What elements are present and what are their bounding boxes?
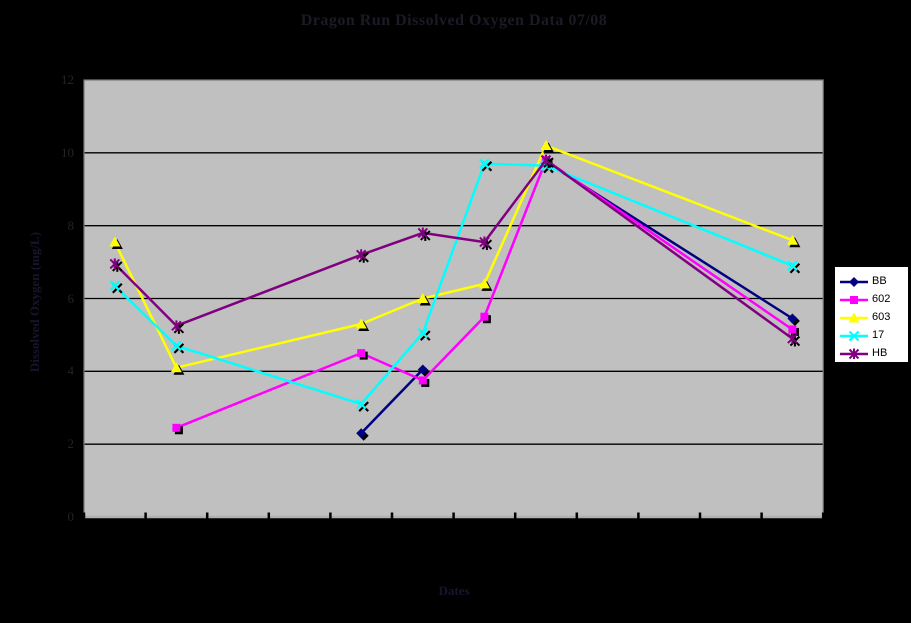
marker-square — [480, 312, 489, 321]
series-603 — [109, 140, 801, 375]
legend-item-HB: HB — [839, 344, 908, 362]
marker-star — [171, 320, 182, 332]
marker-x — [171, 340, 182, 352]
marker-triangle — [109, 236, 121, 247]
y-tick-label: 0 — [67, 509, 75, 524]
legend-item-602: 602 — [839, 290, 908, 308]
marker-triangle — [848, 312, 860, 323]
y-tick-label: 2 — [67, 436, 75, 452]
marker-triangle — [417, 293, 429, 303]
y-tick-label: 6 — [67, 290, 75, 306]
marker-star — [355, 249, 367, 261]
marker-x — [355, 398, 367, 410]
marker-square — [172, 423, 181, 432]
legend-swatch — [840, 277, 868, 287]
marker-x — [417, 327, 429, 339]
legend-swatch — [840, 312, 868, 323]
y-tick-label: 4 — [67, 363, 75, 379]
marker-triangle — [170, 362, 182, 373]
series-HB — [109, 154, 801, 347]
marker-triangle — [355, 318, 367, 329]
legend: BB 602 603 17 HB — [834, 266, 909, 363]
legend-label: 17 — [872, 329, 885, 341]
marker-triangle — [786, 234, 798, 245]
chart-title: Dragon Run Dissolved Oxygen Data 07/08 — [300, 12, 608, 29]
marker-square — [418, 376, 427, 385]
marker-star — [109, 258, 121, 270]
marker-square — [357, 349, 366, 358]
marker-diamond — [849, 277, 859, 287]
legend-item-603: 603 — [839, 308, 908, 326]
marker-star — [848, 348, 860, 359]
marker-triangle — [540, 140, 552, 151]
legend-label: BB — [872, 275, 887, 287]
marker-x — [787, 260, 798, 272]
legend-label: 603 — [872, 311, 891, 323]
marker-star — [540, 154, 552, 166]
marker-diamond — [417, 364, 428, 375]
marker-diamond — [787, 313, 798, 324]
legend-label: 602 — [872, 293, 891, 305]
legend-swatch — [840, 296, 868, 304]
y-tick-label: 12 — [61, 72, 74, 87]
y-axis-title: Dissolved Oxygen (mg/L) — [27, 231, 42, 373]
marker-star — [787, 333, 798, 345]
marker-star — [417, 227, 429, 239]
marker-diamond — [356, 428, 367, 439]
marker-square — [850, 296, 858, 304]
marker-triangle — [478, 278, 490, 289]
legend-swatch — [840, 330, 868, 341]
series-line — [359, 368, 425, 435]
legend-label: HB — [872, 347, 888, 359]
legend-item-BB: BB — [839, 272, 908, 290]
legend-swatch — [840, 348, 868, 359]
marker-x — [479, 158, 490, 170]
x-axis-title: Dates — [438, 583, 470, 598]
marker-star — [479, 236, 490, 248]
y-tick-label: 8 — [67, 217, 75, 233]
legend-item-17: 17 — [839, 326, 908, 344]
marker-x — [109, 280, 121, 292]
marker-square — [788, 325, 797, 334]
marker-x — [848, 330, 860, 341]
y-tick-label: 10 — [61, 144, 74, 160]
